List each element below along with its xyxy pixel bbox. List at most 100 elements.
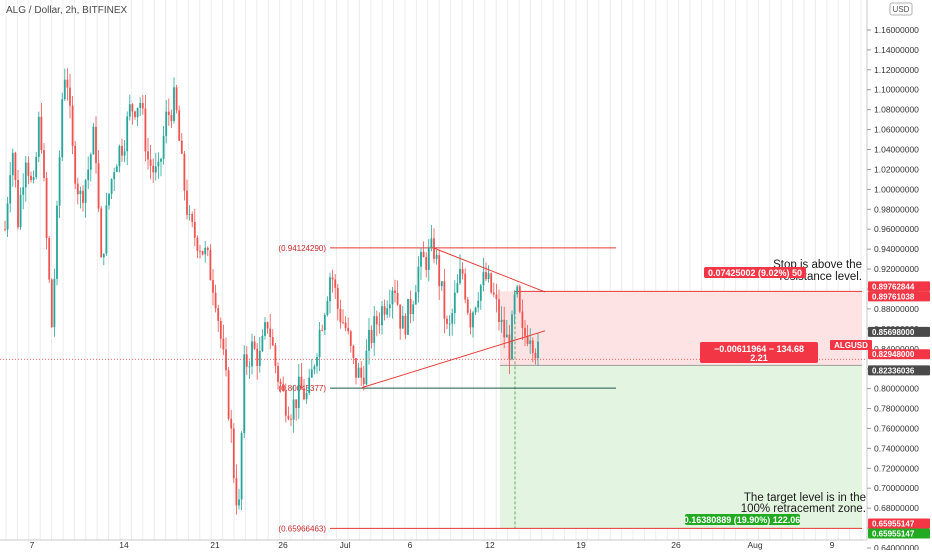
- candle-body: [339, 308, 342, 323]
- candle-body: [531, 340, 534, 353]
- candle-body: [370, 329, 373, 343]
- candle-body: [386, 308, 389, 315]
- target-box-bg: [685, 514, 800, 525]
- candle-body: [30, 175, 32, 180]
- candle-body: [498, 299, 500, 322]
- candle-body: [378, 324, 381, 326]
- candle-body: [459, 269, 461, 284]
- price-tag-bg: [868, 326, 930, 337]
- candle-body: [297, 376, 300, 409]
- price-tag-label: 0.65955147: [872, 530, 915, 539]
- symbol-title[interactable]: ALG / Dollar, 2h, BITFINEX: [6, 5, 127, 16]
- target-zone: [500, 365, 862, 529]
- candle-body: [175, 87, 178, 111]
- candle-body: [253, 341, 256, 349]
- symbol-tag-bg: [830, 340, 872, 350]
- price-tick-label: 1.06000000: [874, 125, 919, 135]
- candle-body: [258, 350, 261, 366]
- candle-body: [464, 273, 467, 300]
- time-tick-label: 7: [30, 540, 35, 550]
- candle-body: [56, 205, 58, 279]
- candle-body: [526, 335, 529, 344]
- candle-body: [409, 298, 412, 315]
- candle-body: [342, 322, 344, 323]
- candle-body: [329, 277, 331, 302]
- candle-body: [511, 314, 513, 360]
- target-note-line2: 100% retracement zone.: [741, 503, 866, 515]
- candle-body: [19, 194, 22, 228]
- candles: [4, 68, 539, 515]
- candle-body: [537, 341, 539, 359]
- candle-body: [323, 314, 326, 331]
- candle-body: [487, 273, 490, 279]
- mid-info-box[interactable]: −0.00611964 − 134.68 2.21: [700, 342, 818, 363]
- candle-body: [505, 334, 508, 338]
- candle-body: [477, 300, 480, 308]
- candle-body: [492, 292, 495, 295]
- time-tick-label: 6: [408, 540, 413, 550]
- candle-body: [485, 272, 487, 279]
- candle-body: [466, 299, 469, 313]
- candle-body: [89, 154, 92, 170]
- currency-button-bg: [889, 2, 913, 16]
- candle-body: [360, 367, 363, 378]
- stop-info-box[interactable]: 0.07425002 (9.02%) 50: [704, 267, 806, 278]
- time-axis[interactable]: 7 14 21 26 Jul 6 12 19 26 Aug 9: [0, 539, 867, 550]
- candle-body: [256, 348, 259, 366]
- candle-body: [534, 352, 537, 359]
- candle-body: [186, 190, 188, 215]
- candle-body: [170, 115, 173, 122]
- candle-body: [264, 322, 266, 336]
- candle-body: [11, 152, 14, 176]
- triangle-upper-line[interactable]: [433, 247, 546, 293]
- candle-body: [472, 312, 474, 328]
- candle-body: [92, 126, 95, 155]
- candle-body: [204, 247, 207, 255]
- target-info-box[interactable]: 0.16380889 (19.90%) 122.06: [684, 514, 801, 525]
- candle-body: [344, 322, 347, 328]
- candle-body: [490, 273, 493, 293]
- candle-body: [529, 340, 532, 344]
- price-tick-label: 1.14000000: [874, 45, 919, 55]
- price-tick-label: 0.72000000: [874, 463, 919, 473]
- candle-body: [134, 111, 136, 118]
- candle-body: [518, 286, 521, 312]
- candle-body: [9, 175, 12, 204]
- price-axis[interactable]: 0.640000000.660000000.680000000.70000000…: [866, 0, 932, 553]
- candle-body: [149, 159, 152, 166]
- price-tick-label: 1.00000000: [874, 184, 919, 194]
- candle-body: [199, 250, 201, 252]
- time-tick-label: Aug: [747, 540, 762, 550]
- candle-body: [435, 255, 438, 259]
- candle-body: [118, 146, 121, 167]
- currency-button[interactable]: USD: [889, 2, 913, 16]
- candle-body: [201, 251, 204, 255]
- candle-body: [6, 203, 9, 230]
- candle-body: [37, 116, 40, 157]
- price-tick-label: 1.10000000: [874, 85, 919, 95]
- price-tag-label: 0.82948000: [872, 350, 915, 359]
- candle-body: [305, 392, 308, 400]
- candle-body: [352, 345, 355, 359]
- candle-body: [321, 329, 324, 331]
- candle-body: [222, 338, 225, 350]
- candle-body: [453, 292, 456, 314]
- price-tag-bg: [868, 365, 930, 376]
- candle-body: [22, 187, 25, 195]
- price-tick-label: 0.78000000: [874, 404, 919, 414]
- annotation-target-note[interactable]: The target level is in the 100% retracem…: [741, 492, 866, 515]
- candle-body: [422, 251, 425, 258]
- candle-body: [310, 369, 313, 378]
- price-tag-bg: [868, 349, 930, 360]
- candle-body: [469, 312, 472, 328]
- horizontal-levels[interactable]: (0.94124290) (0.80045377) (0.65966463): [278, 244, 862, 534]
- price-tick-label: 0.74000000: [874, 443, 919, 453]
- mid-box-text-1: −0.00611964 − 134.68: [714, 344, 804, 354]
- candle-body: [165, 111, 168, 136]
- candle-body: [162, 135, 165, 159]
- candle-body: [365, 350, 368, 385]
- candle-body: [243, 354, 246, 434]
